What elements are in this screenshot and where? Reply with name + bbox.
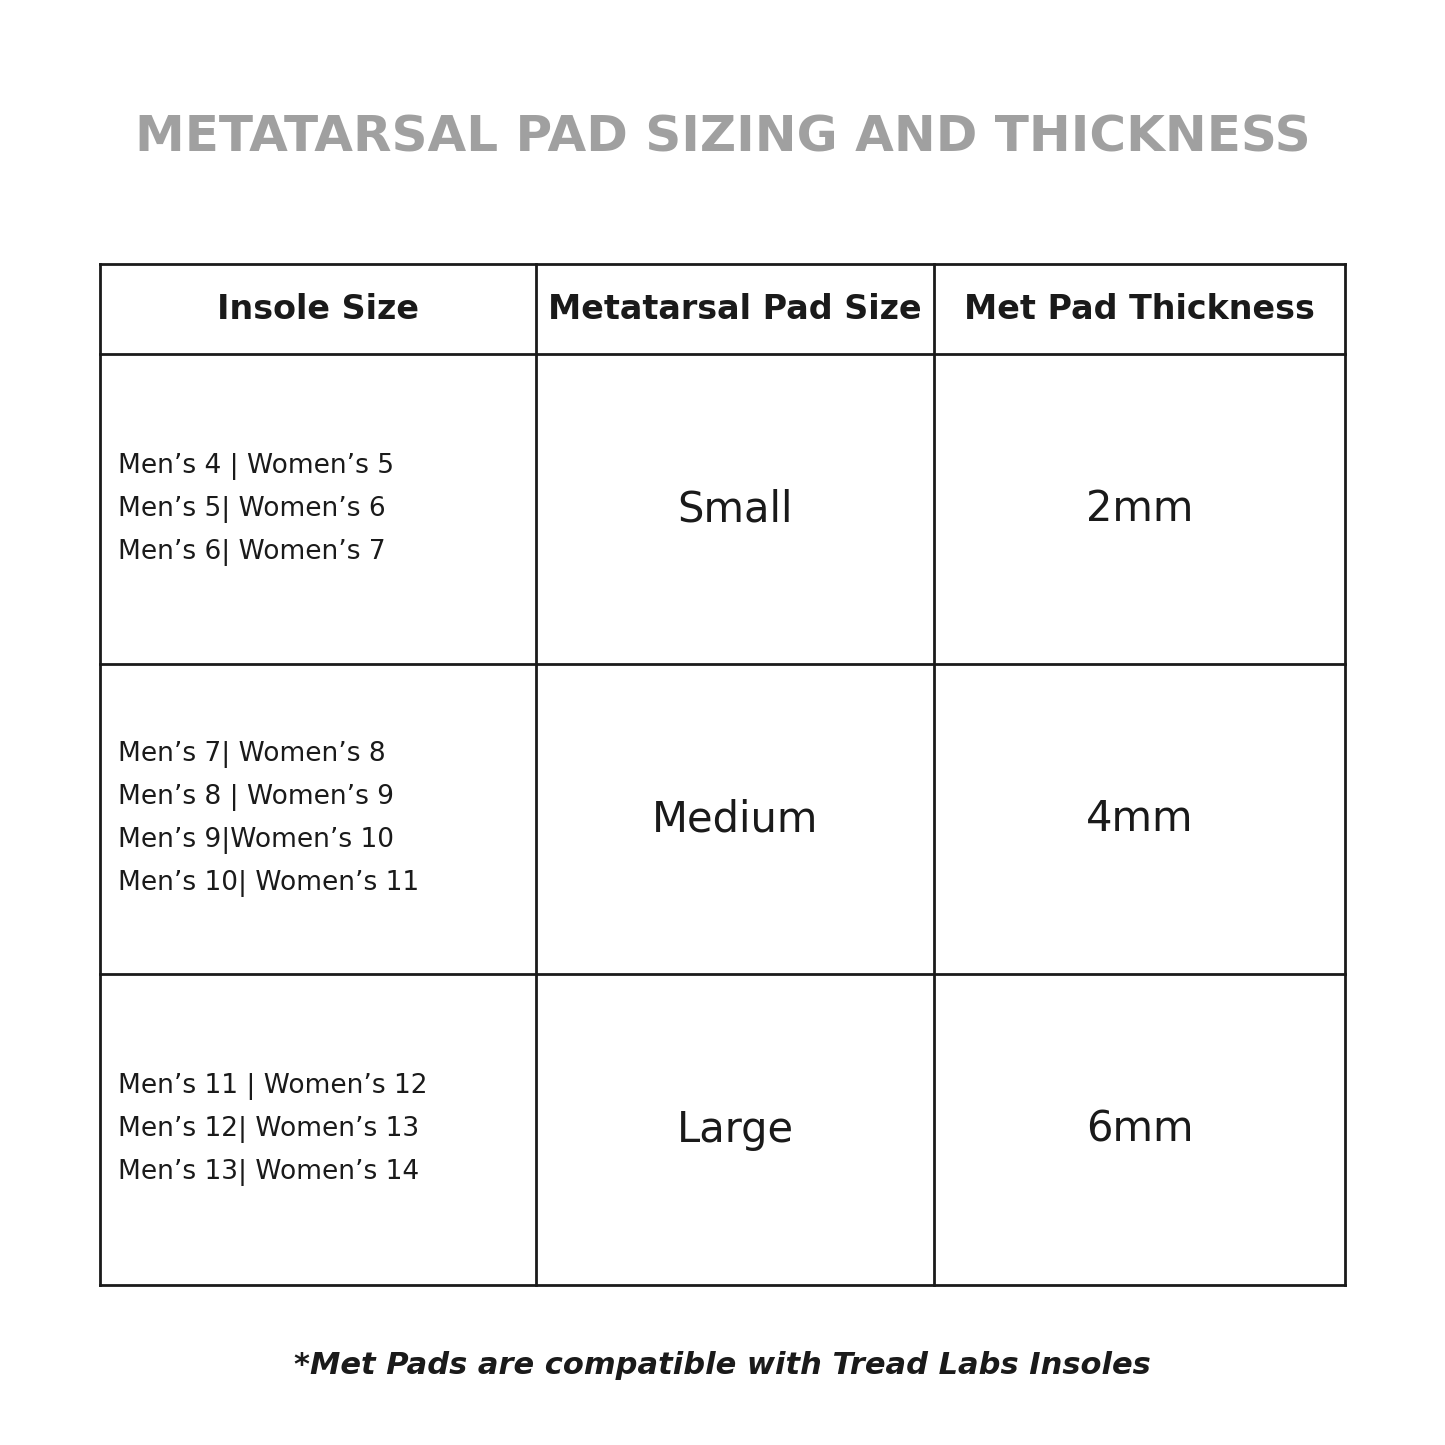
Text: *Met Pads are compatible with Tread Labs Insoles: *Met Pads are compatible with Tread Labs… [295,1351,1150,1380]
Text: Medium: Medium [652,798,818,841]
Text: 2mm: 2mm [1087,488,1194,530]
Text: Insole Size: Insole Size [217,293,419,325]
Text: Small: Small [678,488,793,530]
Text: Men’s 7| Women’s 8
Men’s 8 | Women’s 9
Men’s 9|Women’s 10
Men’s 10| Women’s 11: Men’s 7| Women’s 8 Men’s 8 | Women’s 9 M… [118,741,419,897]
Text: METATARSAL PAD SIZING AND THICKNESS: METATARSAL PAD SIZING AND THICKNESS [134,113,1311,162]
Text: Men’s 4 | Women’s 5
Men’s 5| Women’s 6
Men’s 6| Women’s 7: Men’s 4 | Women’s 5 Men’s 5| Women’s 6 M… [118,452,394,565]
Text: Large: Large [676,1108,793,1150]
Text: 4mm: 4mm [1087,798,1194,841]
Text: Men’s 11 | Women’s 12
Men’s 12| Women’s 13
Men’s 13| Women’s 14: Men’s 11 | Women’s 12 Men’s 12| Women’s … [118,1074,428,1186]
Text: 6mm: 6mm [1087,1108,1194,1150]
Text: Metatarsal Pad Size: Metatarsal Pad Size [548,293,922,325]
Text: Met Pad Thickness: Met Pad Thickness [964,293,1315,325]
